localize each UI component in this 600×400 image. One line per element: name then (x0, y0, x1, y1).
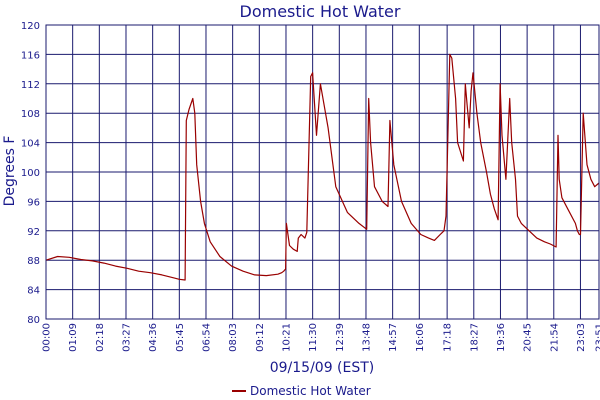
x-tick-label: 14:57 (388, 323, 399, 352)
y-tick-label: 92 (27, 227, 40, 238)
y-tick-label: 108 (21, 109, 40, 120)
x-tick-label: 09:12 (255, 323, 266, 352)
x-tick-label: 03:27 (121, 323, 132, 352)
x-tick-label: 12:39 (335, 323, 346, 352)
y-tick-label: 120 (21, 21, 40, 32)
y-tick-label: 112 (21, 80, 40, 91)
x-tick-label: 23:03 (576, 323, 587, 352)
x-tick-label: 05:45 (175, 323, 186, 352)
x-tick-label: 23:51 (595, 323, 600, 352)
x-tick-label: 11:30 (308, 323, 319, 352)
x-axis-label: 09/15/09 (EST) (270, 360, 375, 376)
x-tick-label: 16:06 (415, 323, 426, 352)
y-tick-label: 104 (21, 139, 40, 150)
grid (45, 24, 600, 320)
series-line-0 (45, 53, 600, 281)
series-layer (45, 53, 600, 281)
y-axis-label: Degrees F (2, 136, 18, 207)
x-tick-label: 01:09 (68, 323, 79, 352)
x-tick-label: 02:18 (95, 323, 106, 352)
y-tick-label: 96 (27, 197, 40, 208)
y-tick-label: 116 (21, 50, 40, 61)
legend: Domestic Hot Water (232, 384, 371, 398)
x-tick-label: 20:45 (523, 323, 534, 352)
y-tick-label: 80 (27, 315, 40, 326)
x-tick-label: 17:18 (443, 323, 454, 352)
chart-title: Domestic Hot Water (240, 2, 401, 21)
x-tick-label: 19:36 (496, 323, 507, 352)
legend-label: Domestic Hot Water (250, 384, 371, 398)
x-tick-label: 18:27 (469, 323, 480, 352)
y-tick-label: 88 (27, 256, 40, 267)
x-tick-labels: 00:00 01:09 02:18 03:27 04:36 05:45 06:54 08:03… (42, 323, 600, 352)
x-tick-label: 06:54 (201, 323, 212, 352)
x-tick-label: 00:00 (42, 323, 53, 352)
x-tick-label: 08:03 (228, 323, 239, 352)
y-tick-label: 100 (21, 168, 40, 179)
plot-area (45, 24, 600, 320)
x-tick-label: 21:54 (549, 323, 560, 352)
x-tick-label: 10:21 (281, 323, 292, 352)
y-tick-labels: 80 84 88 92 96 100 104 108 112 116 120 (21, 21, 40, 326)
y-tick-label: 84 (27, 286, 40, 297)
x-tick-label: 04:36 (148, 323, 159, 352)
x-tick-label: 13:48 (361, 323, 372, 352)
